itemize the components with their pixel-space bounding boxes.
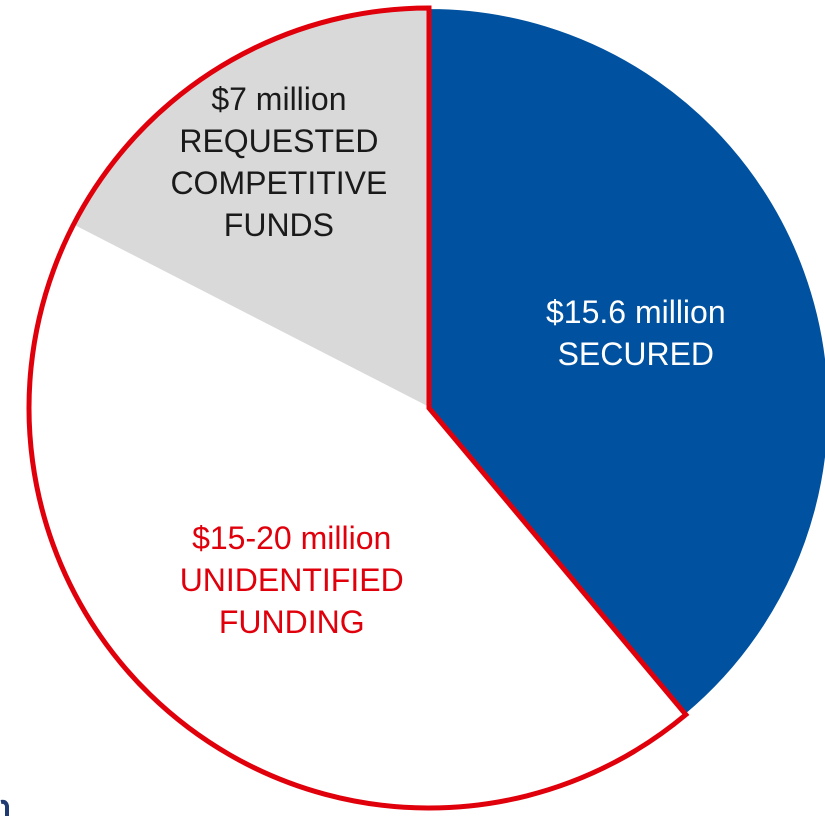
stray-mark: [0, 798, 10, 816]
slice-label-unidentified-funding: $15-20 million UNIDENTIFIED FUNDING: [180, 520, 404, 640]
slice-label-line: FUNDING: [219, 604, 365, 640]
slice-label-line: SECURED: [558, 336, 714, 372]
pie-slice-secured: [428, 6, 825, 717]
slice-label-line: UNIDENTIFIED: [180, 562, 404, 598]
slice-label-line: COMPETITIVE: [170, 165, 387, 201]
slice-label-line: REQUESTED: [179, 123, 378, 159]
slice-label-line: $15.6 million: [546, 294, 726, 330]
slice-label-line: FUNDS: [224, 207, 334, 243]
slice-label-line: $7 million: [211, 81, 346, 117]
slice-label-requested-competitive-funds: $7 million REQUESTED COMPETITIVE FUNDS: [170, 81, 387, 243]
slice-label-secured: $15.6 million SECURED: [546, 294, 726, 372]
slice-label-line: $15-20 million: [192, 520, 391, 556]
unfunded-outline: [26, 5, 690, 811]
